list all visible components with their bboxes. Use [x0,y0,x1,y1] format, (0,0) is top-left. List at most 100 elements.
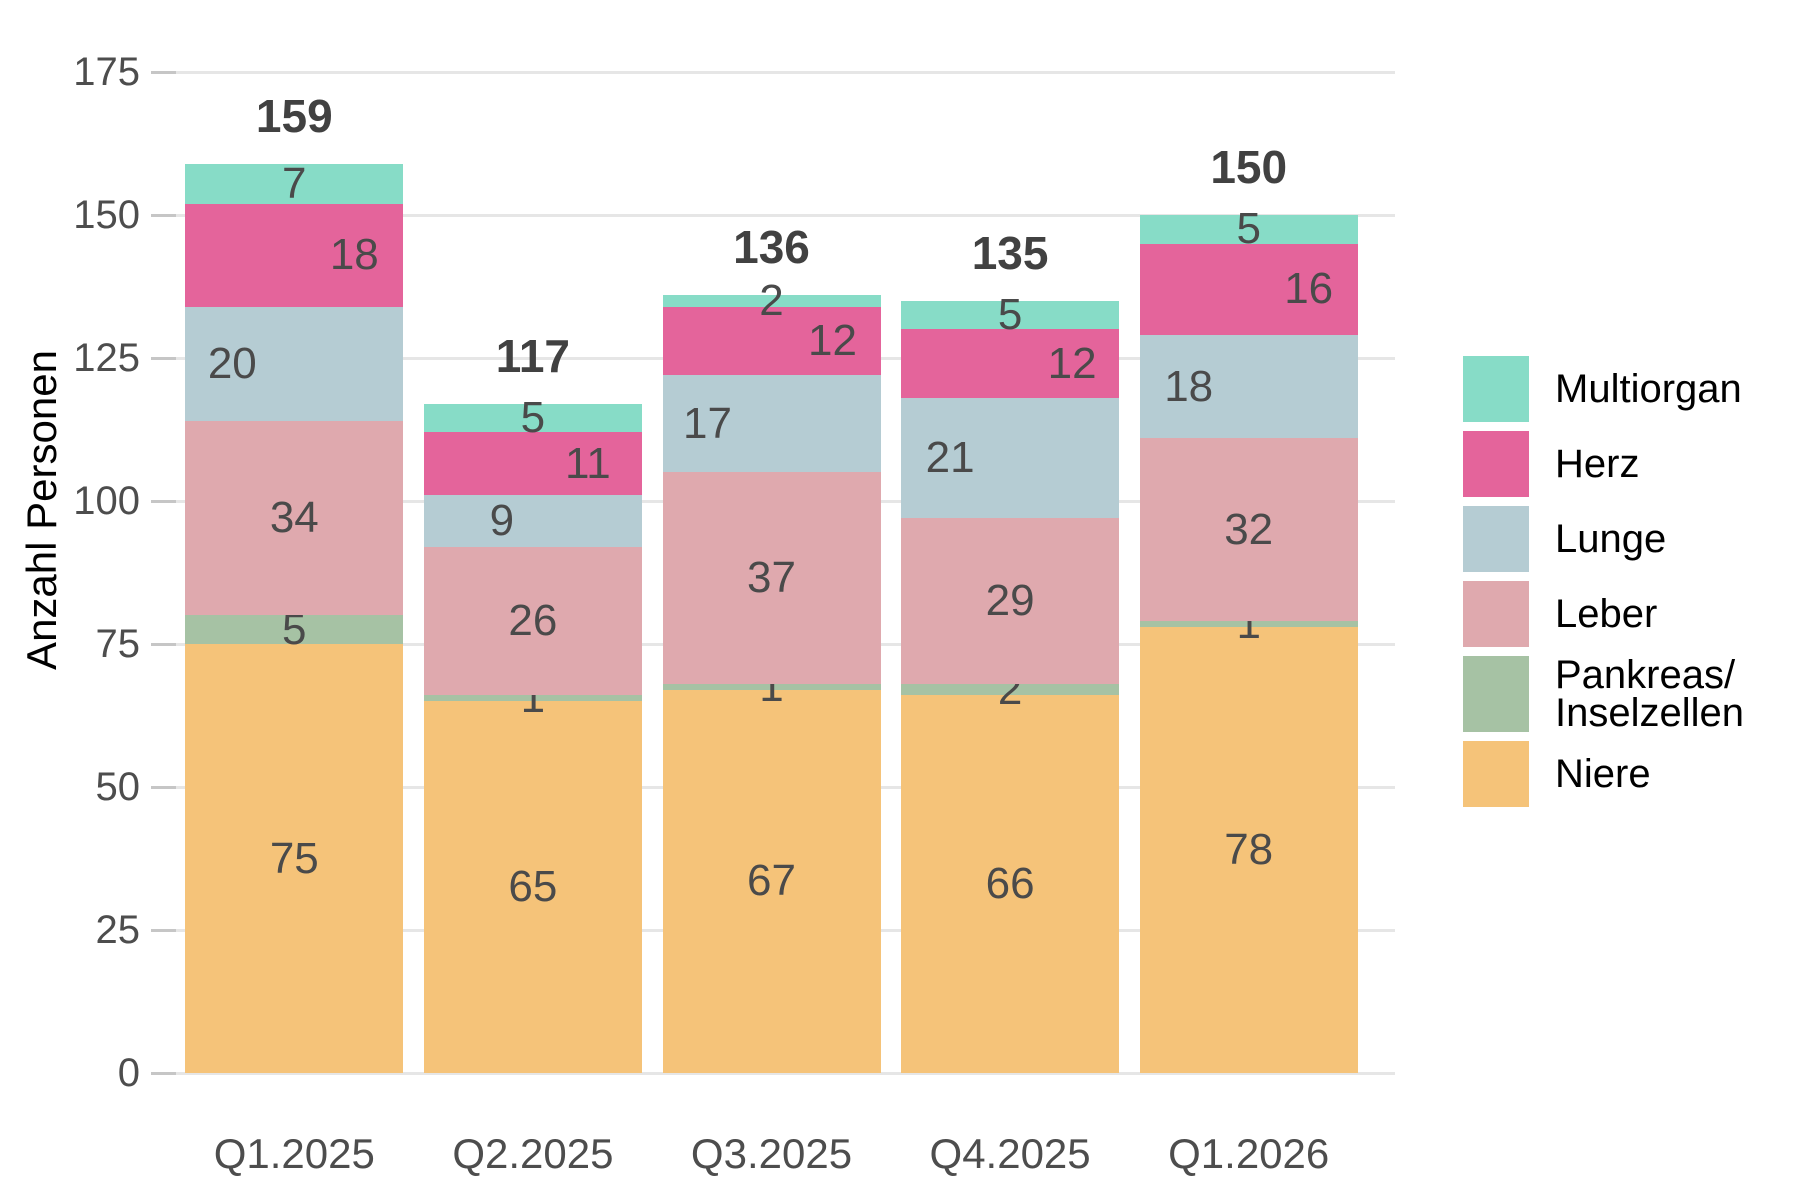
x-axis-label: Q2.2025 [452,1130,614,1177]
segment-value-label: 75 [269,833,319,883]
segment-value-label: 78 [1224,824,1274,874]
legend-swatch [1463,741,1529,807]
bar-total-label: 159 [255,89,333,142]
y-tick-label: 25 [95,908,141,952]
segment-value-label: 18 [1164,361,1214,411]
y-tick-mark [151,785,176,789]
segment-value-label: 16 [1284,264,1334,314]
y-tick-mark [151,213,176,217]
legend-label-line: Inselzellen [1555,691,1745,735]
legend-item: Leber [1463,581,1744,647]
legend-label-line: Multiorgan [1555,367,1742,411]
segment-value-label: 5 [1236,204,1261,254]
y-tick-mark [151,1071,176,1075]
bar-segment-niere [185,644,404,1073]
legend-swatch [1463,581,1529,647]
bar-segment-pankreas-inselzellen [901,684,1120,696]
legend-swatch [1463,656,1529,732]
segment-value-label: 21 [925,433,975,483]
legend-label-line: Pankreas/ [1555,653,1736,697]
segment-value-label: 18 [329,230,379,280]
y-tick-label: 175 [73,50,140,94]
x-axis-label: Q1.2025 [213,1130,375,1177]
segment-value-label: 11 [565,438,611,488]
bar-segment-leber [662,472,881,685]
bar-total-label: 117 [495,329,570,382]
bar-segment-herz [185,203,404,307]
gridline [175,1071,1395,1075]
bar-segment-multiorgan [185,163,404,204]
bar-segment-leber [901,518,1120,685]
legend-label: Herz [1555,431,1639,497]
legend-label: Pankreas/Inselzellen [1555,653,1745,735]
bar-total-label: 150 [1210,141,1288,193]
legend-label: Leber [1555,581,1657,647]
segment-value-label: 12 [1047,338,1097,388]
legend-item: Pankreas/Inselzellen [1463,653,1745,735]
segment-value-label: 29 [985,576,1035,626]
y-tick-label: 75 [95,622,141,666]
segment-value-label: 20 [207,338,257,388]
legend-item: Multiorgan [1463,356,1744,422]
legend-item: Niere [1463,741,1744,807]
segment-value-label: 5 [997,290,1023,340]
segment-value-label: 17 [683,398,732,448]
bar-segment-herz [1139,243,1358,336]
segment-value-label: 2 [759,275,784,325]
bar-segment-pankreas-inselzellen [185,615,404,644]
y-tick-label: 100 [73,479,140,523]
y-tick-mark [151,499,176,503]
legend-label-line: Leber [1555,592,1658,636]
bar-segment-multiorgan [1139,215,1358,244]
bar-segment-lunge [901,398,1120,519]
segment-value-label: 66 [985,859,1035,909]
bar-segment-lunge [1139,335,1358,439]
legend-label: Lunge [1555,506,1666,572]
y-tick-label: 150 [73,193,140,237]
legend: Multiorgan Herz Lunge Leber Pankreas/Inselze… [1463,356,1744,807]
bar-segment-lunge [423,495,642,547]
x-axis-label: Q3.2025 [690,1130,853,1177]
segment-value-label: 32 [1224,504,1274,554]
legend-label: Niere [1555,741,1651,807]
bar-segment-herz [662,306,881,376]
bar-segment-multiorgan [423,403,642,433]
segment-value-label: 37 [747,553,796,603]
legend-label: Multiorgan [1555,356,1742,422]
gridline [175,70,1395,74]
y-tick-mark [151,928,176,932]
segment-value-label: 65 [508,862,558,912]
segment-value-label: 34 [269,493,319,543]
bar-segment-niere [662,689,881,1073]
bar-total-label: 135 [971,226,1049,279]
bar-segment-pankreas-inselzellen [662,684,881,690]
legend-label-line: Lunge [1555,517,1667,561]
y-tick-label: 0 [117,1051,140,1095]
y-tick-label: 125 [73,336,140,380]
segment-value-label: 7 [282,158,307,208]
y-tick-mark [151,70,176,74]
legend-swatch [1463,431,1529,497]
bar-segment-herz [901,329,1120,399]
bar-total-label: 136 [733,221,810,274]
x-axis-label: Q4.2025 [929,1130,1091,1177]
y-tick-mark [151,356,176,360]
bar-segment-herz [423,432,642,496]
bar-segment-leber [423,546,642,696]
y-tick-label: 50 [95,765,141,809]
bar-segment-niere [1139,626,1358,1073]
bar-segment-lunge [662,375,881,473]
segment-value-label: 12 [808,315,857,365]
bar-segment-leber [185,420,404,616]
bar-segment-niere [423,701,642,1073]
bar-segment-leber [1139,438,1358,622]
x-axis-label: Q1.2026 [1168,1130,1330,1177]
legend-item: Herz [1463,431,1744,497]
legend-label-line: Niere [1555,752,1651,796]
bar-segment-multiorgan [662,295,881,307]
gridline [175,213,1395,217]
bar-segment-pankreas-inselzellen [423,695,642,702]
segment-value-label: 26 [508,596,558,646]
